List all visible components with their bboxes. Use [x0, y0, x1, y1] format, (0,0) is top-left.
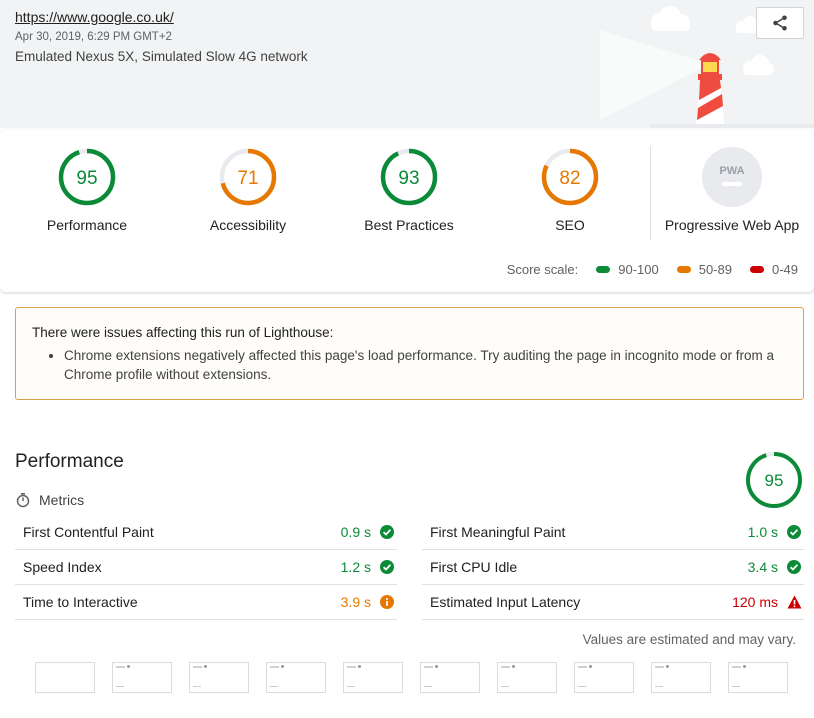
pwa-badge-icon: PWA	[702, 147, 762, 207]
gauge-accessibility[interactable]: 71 Accessibility	[178, 146, 318, 233]
score-value: 95	[76, 168, 97, 189]
lighthouse-illustration	[600, 6, 814, 128]
metrics-label: Metrics	[39, 492, 85, 508]
filmstrip-frame	[651, 662, 711, 693]
gauge-seo[interactable]: 82 SEO	[500, 146, 640, 233]
report-date: Apr 30, 2019, 6:29 PM GMT+2	[15, 31, 172, 43]
scale-pill-average	[676, 266, 691, 273]
metric-name: Estimated Input Latency	[430, 594, 581, 610]
filmstrip-frame	[497, 662, 557, 693]
environment-info: Emulated Nexus 5X, Simulated Slow 4G net…	[15, 49, 308, 64]
scale-pill-fail	[749, 266, 764, 273]
report-header: https://www.google.co.uk/ Apr 30, 2019, …	[0, 0, 814, 128]
score-ring: 71	[219, 148, 277, 206]
run-warnings-box: There were issues affecting this run of …	[15, 307, 804, 400]
stopwatch-icon	[16, 493, 30, 508]
filmstrip-frame	[420, 662, 480, 693]
filmstrip-frame	[266, 662, 326, 693]
gauge-pwa[interactable]: PWA Progressive Web App	[662, 146, 802, 233]
gauge-label: SEO	[555, 217, 585, 233]
filmstrip-frame	[189, 662, 249, 693]
warning-title: There were issues affecting this run of …	[32, 325, 334, 340]
gauge-divider	[650, 146, 651, 240]
metric-value: 120 ms	[732, 594, 778, 610]
fail-warning-icon	[786, 594, 802, 610]
score-ring: 95	[58, 148, 116, 206]
metric-value: 0.9 s	[340, 524, 371, 540]
page-url-link[interactable]: https://www.google.co.uk/	[15, 9, 174, 25]
pass-check-icon	[379, 524, 395, 540]
metric-value: 1.2 s	[340, 559, 371, 575]
category-scores-card: 95 Performance 71 Accessibility 93 Best …	[0, 130, 814, 292]
pass-check-icon	[786, 559, 802, 575]
metric-name: First CPU Idle	[430, 559, 518, 575]
share-icon	[773, 15, 787, 31]
metric-name: First Meaningful Paint	[430, 524, 566, 540]
metric-name: Speed Index	[23, 559, 102, 575]
metric-name: Time to Interactive	[23, 594, 138, 610]
gauge-label: Progressive Web App	[664, 217, 800, 233]
scale-range-fail: 0-49	[771, 262, 798, 277]
metric-value: 3.4 s	[747, 559, 778, 575]
metric-first-contentful-paint: First Contentful Paint 0.9 s	[15, 515, 397, 550]
gauge-performance[interactable]: 95 Performance	[17, 146, 157, 233]
filmstrip-frame	[574, 662, 634, 693]
scale-range-average: 50-89	[698, 262, 732, 277]
filmstrip-frame	[343, 662, 403, 693]
score-value: 82	[559, 168, 580, 189]
metrics-header: Metrics	[15, 492, 84, 508]
metric-value: 1.0 s	[747, 524, 778, 540]
score-ring: 82	[541, 148, 599, 206]
metric-estimated-input-latency: Estimated Input Latency 120 ms	[422, 585, 804, 620]
score-value: 93	[398, 168, 419, 189]
score-scale-legend: Score scale: 90-100 50-89 0-49	[0, 262, 798, 277]
metric-first-meaningful-paint: First Meaningful Paint 1.0 s	[422, 515, 804, 550]
warning-item: Chrome extensions negatively affected th…	[64, 346, 787, 384]
performance-score-value: 95	[765, 471, 784, 490]
metric-first-cpu-idle: First CPU Idle 3.4 s	[422, 550, 804, 585]
share-button[interactable]	[756, 7, 804, 39]
filmstrip-frame	[728, 662, 788, 693]
pass-check-icon	[786, 524, 802, 540]
performance-section-title: Performance	[15, 451, 124, 472]
scale-pill-pass	[596, 266, 611, 273]
average-info-icon	[379, 594, 395, 610]
gauge-best-practices[interactable]: 93 Best Practices	[339, 146, 479, 233]
score-value: 71	[237, 168, 258, 189]
scale-range-pass: 90-100	[618, 262, 659, 277]
score-ring: 93	[380, 148, 438, 206]
metric-value: 3.9 s	[340, 594, 371, 610]
pwa-badge-text: PWA	[719, 165, 744, 177]
score-scale-label: Score scale:	[506, 262, 579, 277]
filmstrip-frame	[35, 662, 95, 693]
metric-speed-index: Speed Index 1.2 s	[15, 550, 397, 585]
metric-name: First Contentful Paint	[23, 524, 154, 540]
warning-list: Chrome extensions negatively affected th…	[32, 346, 787, 384]
filmstrip-frame	[112, 662, 172, 693]
pass-check-icon	[379, 559, 395, 575]
gauge-label: Best Practices	[364, 217, 454, 233]
gauge-label: Accessibility	[209, 217, 287, 233]
gauge-label: Performance	[46, 217, 128, 233]
estimate-note: Values are estimated and may vary.	[582, 632, 796, 647]
filmstrip	[35, 662, 788, 693]
performance-score-gauge: 95	[746, 452, 802, 508]
metric-time-to-interactive: Time to Interactive 3.9 s	[15, 585, 397, 620]
